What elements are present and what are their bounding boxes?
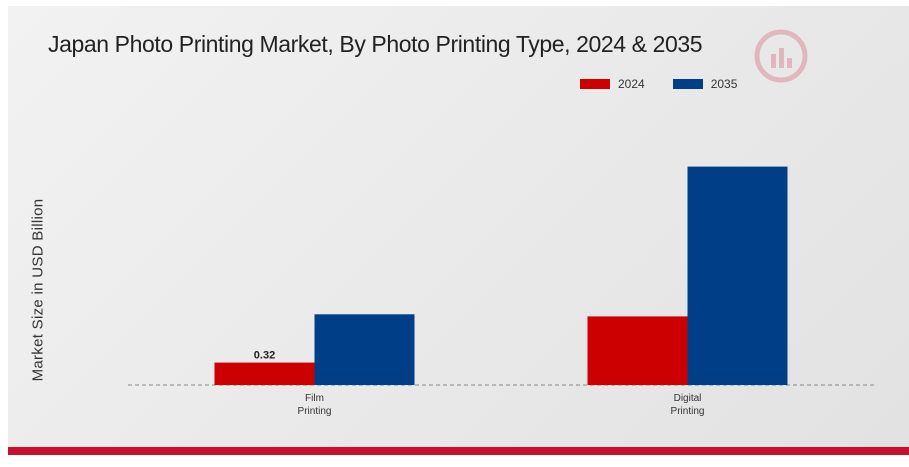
legend-label-2024: 2024 bbox=[618, 77, 645, 91]
legend-swatch-2035 bbox=[672, 79, 703, 89]
legend-swatch-2024 bbox=[580, 79, 610, 89]
x-tick-label: Printing bbox=[671, 406, 705, 417]
data-label: 0.32 bbox=[254, 350, 275, 362]
bar-2024-0 bbox=[214, 362, 315, 385]
bar-2035-0 bbox=[314, 314, 415, 385]
bar-2024-1 bbox=[587, 316, 688, 385]
legend-item-2024: 2024 bbox=[580, 77, 645, 91]
bar-2035-1 bbox=[687, 166, 788, 385]
x-tick-label: Digital bbox=[674, 393, 702, 404]
x-tick-label: Printing bbox=[298, 406, 332, 417]
legend-item-2035: 2035 bbox=[672, 77, 738, 91]
chart-title: Japan Photo Printing Market, By Photo Pr… bbox=[48, 31, 703, 57]
x-tick-label: Film bbox=[305, 393, 324, 404]
legend-label-2035: 2035 bbox=[710, 77, 738, 91]
legend: 2024 2035 bbox=[580, 77, 737, 91]
footer-band bbox=[8, 447, 909, 455]
logo-icon bbox=[753, 28, 809, 89]
